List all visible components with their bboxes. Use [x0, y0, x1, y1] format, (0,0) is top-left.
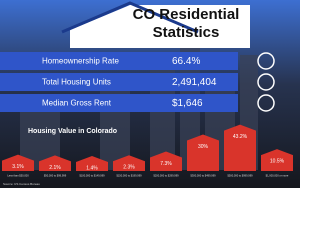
stat-icon — [257, 52, 275, 70]
category-label: $50,000 to $99,999 — [44, 174, 67, 178]
value-label: 2.3% — [123, 165, 135, 171]
category-label: $150,000 to $199,999 — [116, 174, 142, 178]
category-label: $100,000 to $149,999 — [79, 174, 105, 178]
chart-title: Housing Value in Colorado — [28, 128, 117, 135]
house-bar — [150, 151, 182, 171]
house-bar — [2, 154, 34, 171]
stat-label: Median Gross Rent — [42, 99, 112, 108]
title-line: CO Residential — [133, 6, 240, 23]
value-label: 43.2% — [233, 134, 248, 140]
stat-value: 2,491,404 — [172, 77, 217, 88]
house-bar — [261, 149, 293, 171]
value-label: 1.4% — [86, 165, 98, 171]
house-bar — [113, 155, 145, 171]
value-label: 7.3% — [160, 161, 172, 167]
category-label: $500,000 to $999,999 — [227, 174, 253, 178]
stat-label: Homeownership Rate — [42, 57, 119, 66]
stat-label: Total Housing Units — [42, 78, 111, 87]
roof-line — [61, 1, 199, 34]
title-house — [70, 5, 250, 48]
stat-value: $1,646 — [172, 98, 203, 109]
infographic: CO Residential Statistics Homeownership … — [0, 0, 300, 188]
house-bar — [76, 155, 108, 171]
stat-icon — [257, 94, 275, 112]
category-label: $200,000 to $299,999 — [153, 174, 179, 178]
house-bar — [39, 155, 71, 171]
value-label: 3.1% — [12, 164, 24, 170]
stat-icon — [257, 73, 275, 91]
value-label: 10.5% — [270, 158, 285, 164]
value-label: 2.1% — [49, 165, 61, 171]
house-bar — [187, 134, 219, 171]
category-label: $300,000 to $499,999 — [190, 174, 216, 178]
title-line: Statistics — [153, 24, 220, 41]
source: Source: US Census Bureau — [3, 182, 40, 186]
stat-bar — [0, 52, 238, 70]
category-label: Less than $50,000 — [7, 174, 29, 178]
stat-bar — [0, 94, 238, 112]
stat-bar — [0, 73, 238, 91]
value-label: 30% — [198, 144, 209, 150]
category-label: $1,000,000 or more — [266, 174, 289, 178]
house-bar — [224, 124, 256, 171]
stat-value: 66.4% — [172, 56, 200, 67]
